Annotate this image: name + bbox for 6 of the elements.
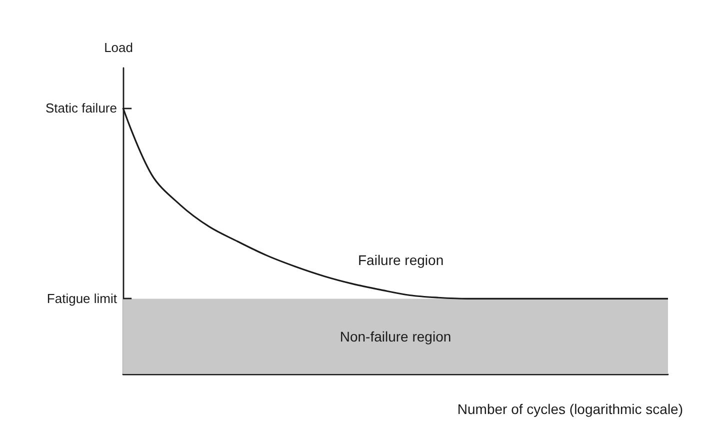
ref-line-label: Fatigue limit <box>46 291 118 306</box>
ref-line-label: Static failure <box>45 100 117 116</box>
x-axis-title: Number of cycles (logarithmic scale) <box>457 401 684 417</box>
band-label: Non-failure region <box>340 328 452 344</box>
y-axis-title: Load <box>104 40 133 55</box>
annotation: Failure region <box>358 252 444 268</box>
